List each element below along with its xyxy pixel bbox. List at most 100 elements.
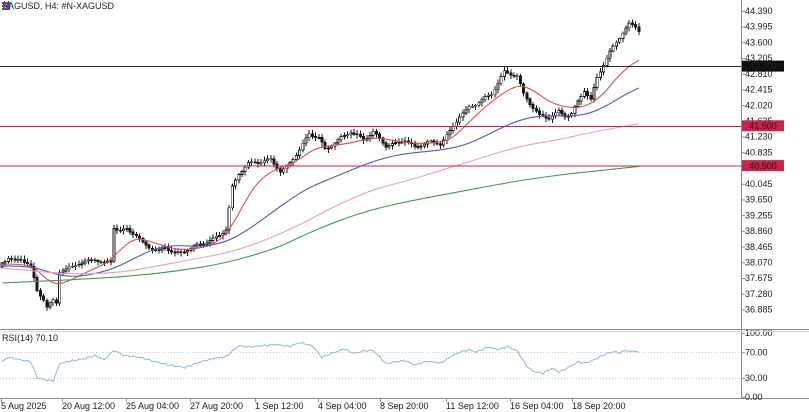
candle-body bbox=[301, 142, 305, 151]
candle-body bbox=[253, 161, 257, 164]
candle-body bbox=[48, 302, 52, 308]
candle-body bbox=[182, 251, 186, 254]
candle-body bbox=[115, 228, 119, 231]
price-tick-label: 38.070 bbox=[745, 258, 773, 268]
time-axis[interactable]: 5 Aug 2025 20 Aug 12:00 25 Aug 04:00 27 Aug… bbox=[1, 398, 626, 411]
candle-body bbox=[426, 140, 430, 145]
candle-body bbox=[352, 132, 356, 135]
candle-body bbox=[323, 141, 327, 150]
candle-body bbox=[198, 243, 202, 246]
candle-body bbox=[128, 228, 132, 233]
candle-body bbox=[557, 110, 561, 114]
candle-body bbox=[525, 92, 529, 100]
candle-body bbox=[458, 116, 462, 123]
price-tick-label: 40.835 bbox=[745, 147, 773, 157]
candle-body bbox=[166, 247, 170, 251]
candle-body bbox=[163, 247, 167, 249]
candle-body bbox=[230, 185, 234, 209]
candle-body bbox=[531, 104, 535, 110]
candle-body bbox=[227, 207, 231, 231]
candle-body bbox=[493, 89, 497, 96]
candle-body bbox=[595, 77, 599, 88]
candle-body bbox=[355, 133, 359, 136]
candle-body bbox=[627, 22, 631, 29]
candle-body bbox=[586, 90, 590, 96]
candle-body bbox=[179, 251, 183, 254]
rsi-panel bbox=[0, 342, 741, 383]
ma-slowest-line bbox=[1, 165, 639, 284]
candle-body bbox=[419, 145, 423, 148]
candle-body bbox=[381, 137, 385, 144]
candle-body bbox=[378, 133, 382, 139]
candle-body bbox=[32, 265, 36, 279]
candle-body bbox=[234, 179, 238, 187]
candle-body bbox=[138, 235, 142, 239]
candle-body bbox=[237, 174, 241, 181]
candle-body bbox=[70, 265, 74, 268]
candle-body bbox=[432, 140, 436, 143]
candle-body bbox=[246, 162, 250, 168]
candle-body bbox=[278, 168, 282, 173]
candle-body bbox=[429, 140, 433, 143]
price-tick-label: 43.600 bbox=[745, 37, 773, 47]
time-tick-label: 18 Sep 20:00 bbox=[572, 401, 626, 411]
candle-body bbox=[630, 22, 634, 25]
time-tick-label: 11 Sep 12:00 bbox=[446, 401, 499, 411]
rsi-indicator-label: RSI(14) 70.10 bbox=[2, 333, 59, 343]
candle-body bbox=[480, 98, 484, 104]
candle-body bbox=[611, 45, 615, 52]
candle-body bbox=[22, 259, 26, 263]
candle-body bbox=[522, 83, 526, 94]
candle-body bbox=[371, 130, 375, 136]
candle-body bbox=[294, 155, 298, 160]
candle-body bbox=[470, 105, 474, 108]
panel-splitter[interactable] bbox=[0, 329, 809, 332]
candle-body bbox=[454, 121, 458, 127]
candle-body bbox=[176, 251, 180, 254]
candle-body bbox=[397, 141, 401, 144]
candle-body bbox=[147, 244, 151, 249]
chart-header: XAGUSD, H4: #N-XAGUSD bbox=[2, 1, 114, 11]
candle-body bbox=[211, 237, 215, 241]
candle-body bbox=[560, 110, 564, 115]
candle-body bbox=[102, 261, 106, 264]
rsi-tick-label: 0.00 bbox=[745, 392, 763, 402]
price-tick-label: 38.860 bbox=[745, 226, 773, 236]
axes-layer bbox=[0, 0, 809, 399]
price-tick-label: 40.045 bbox=[745, 179, 773, 189]
price-tick-label: 39.650 bbox=[745, 195, 773, 205]
rsi-tick-label: 30.00 bbox=[745, 373, 768, 383]
candle-body bbox=[42, 295, 46, 301]
price-badge-text: 41.500 bbox=[749, 121, 777, 131]
candle-body bbox=[16, 258, 20, 261]
time-tick-label: 25 Aug 04:00 bbox=[126, 401, 179, 411]
candle-body bbox=[438, 143, 442, 146]
candle-body bbox=[605, 57, 609, 66]
candle-body bbox=[336, 138, 340, 144]
price-badge-40.500 bbox=[742, 160, 784, 172]
candle-body bbox=[451, 125, 455, 131]
price-badges-layer: 43.000 41.500 40.500 bbox=[742, 60, 784, 172]
candle-body bbox=[608, 50, 612, 59]
candle-body bbox=[592, 87, 596, 100]
candle-body bbox=[368, 134, 372, 139]
candle-body bbox=[160, 247, 164, 251]
time-tick-label: 1 Sep 12:00 bbox=[255, 401, 304, 411]
candle-body bbox=[250, 161, 254, 164]
time-tick-label: 8 Sep 20:00 bbox=[380, 401, 429, 411]
candle-body bbox=[394, 141, 398, 144]
candle-body bbox=[387, 145, 391, 148]
price-tick-label: 39.255 bbox=[745, 210, 773, 220]
ma-slow-line bbox=[1, 123, 639, 275]
candle-body bbox=[634, 24, 638, 28]
candle-body bbox=[3, 260, 7, 264]
candle-body bbox=[99, 261, 103, 264]
candle-body bbox=[384, 142, 388, 148]
candle-body bbox=[579, 96, 583, 102]
candle-body bbox=[144, 241, 148, 246]
candle-body bbox=[614, 41, 618, 47]
candle-body bbox=[461, 112, 465, 118]
candle-body bbox=[576, 100, 580, 107]
